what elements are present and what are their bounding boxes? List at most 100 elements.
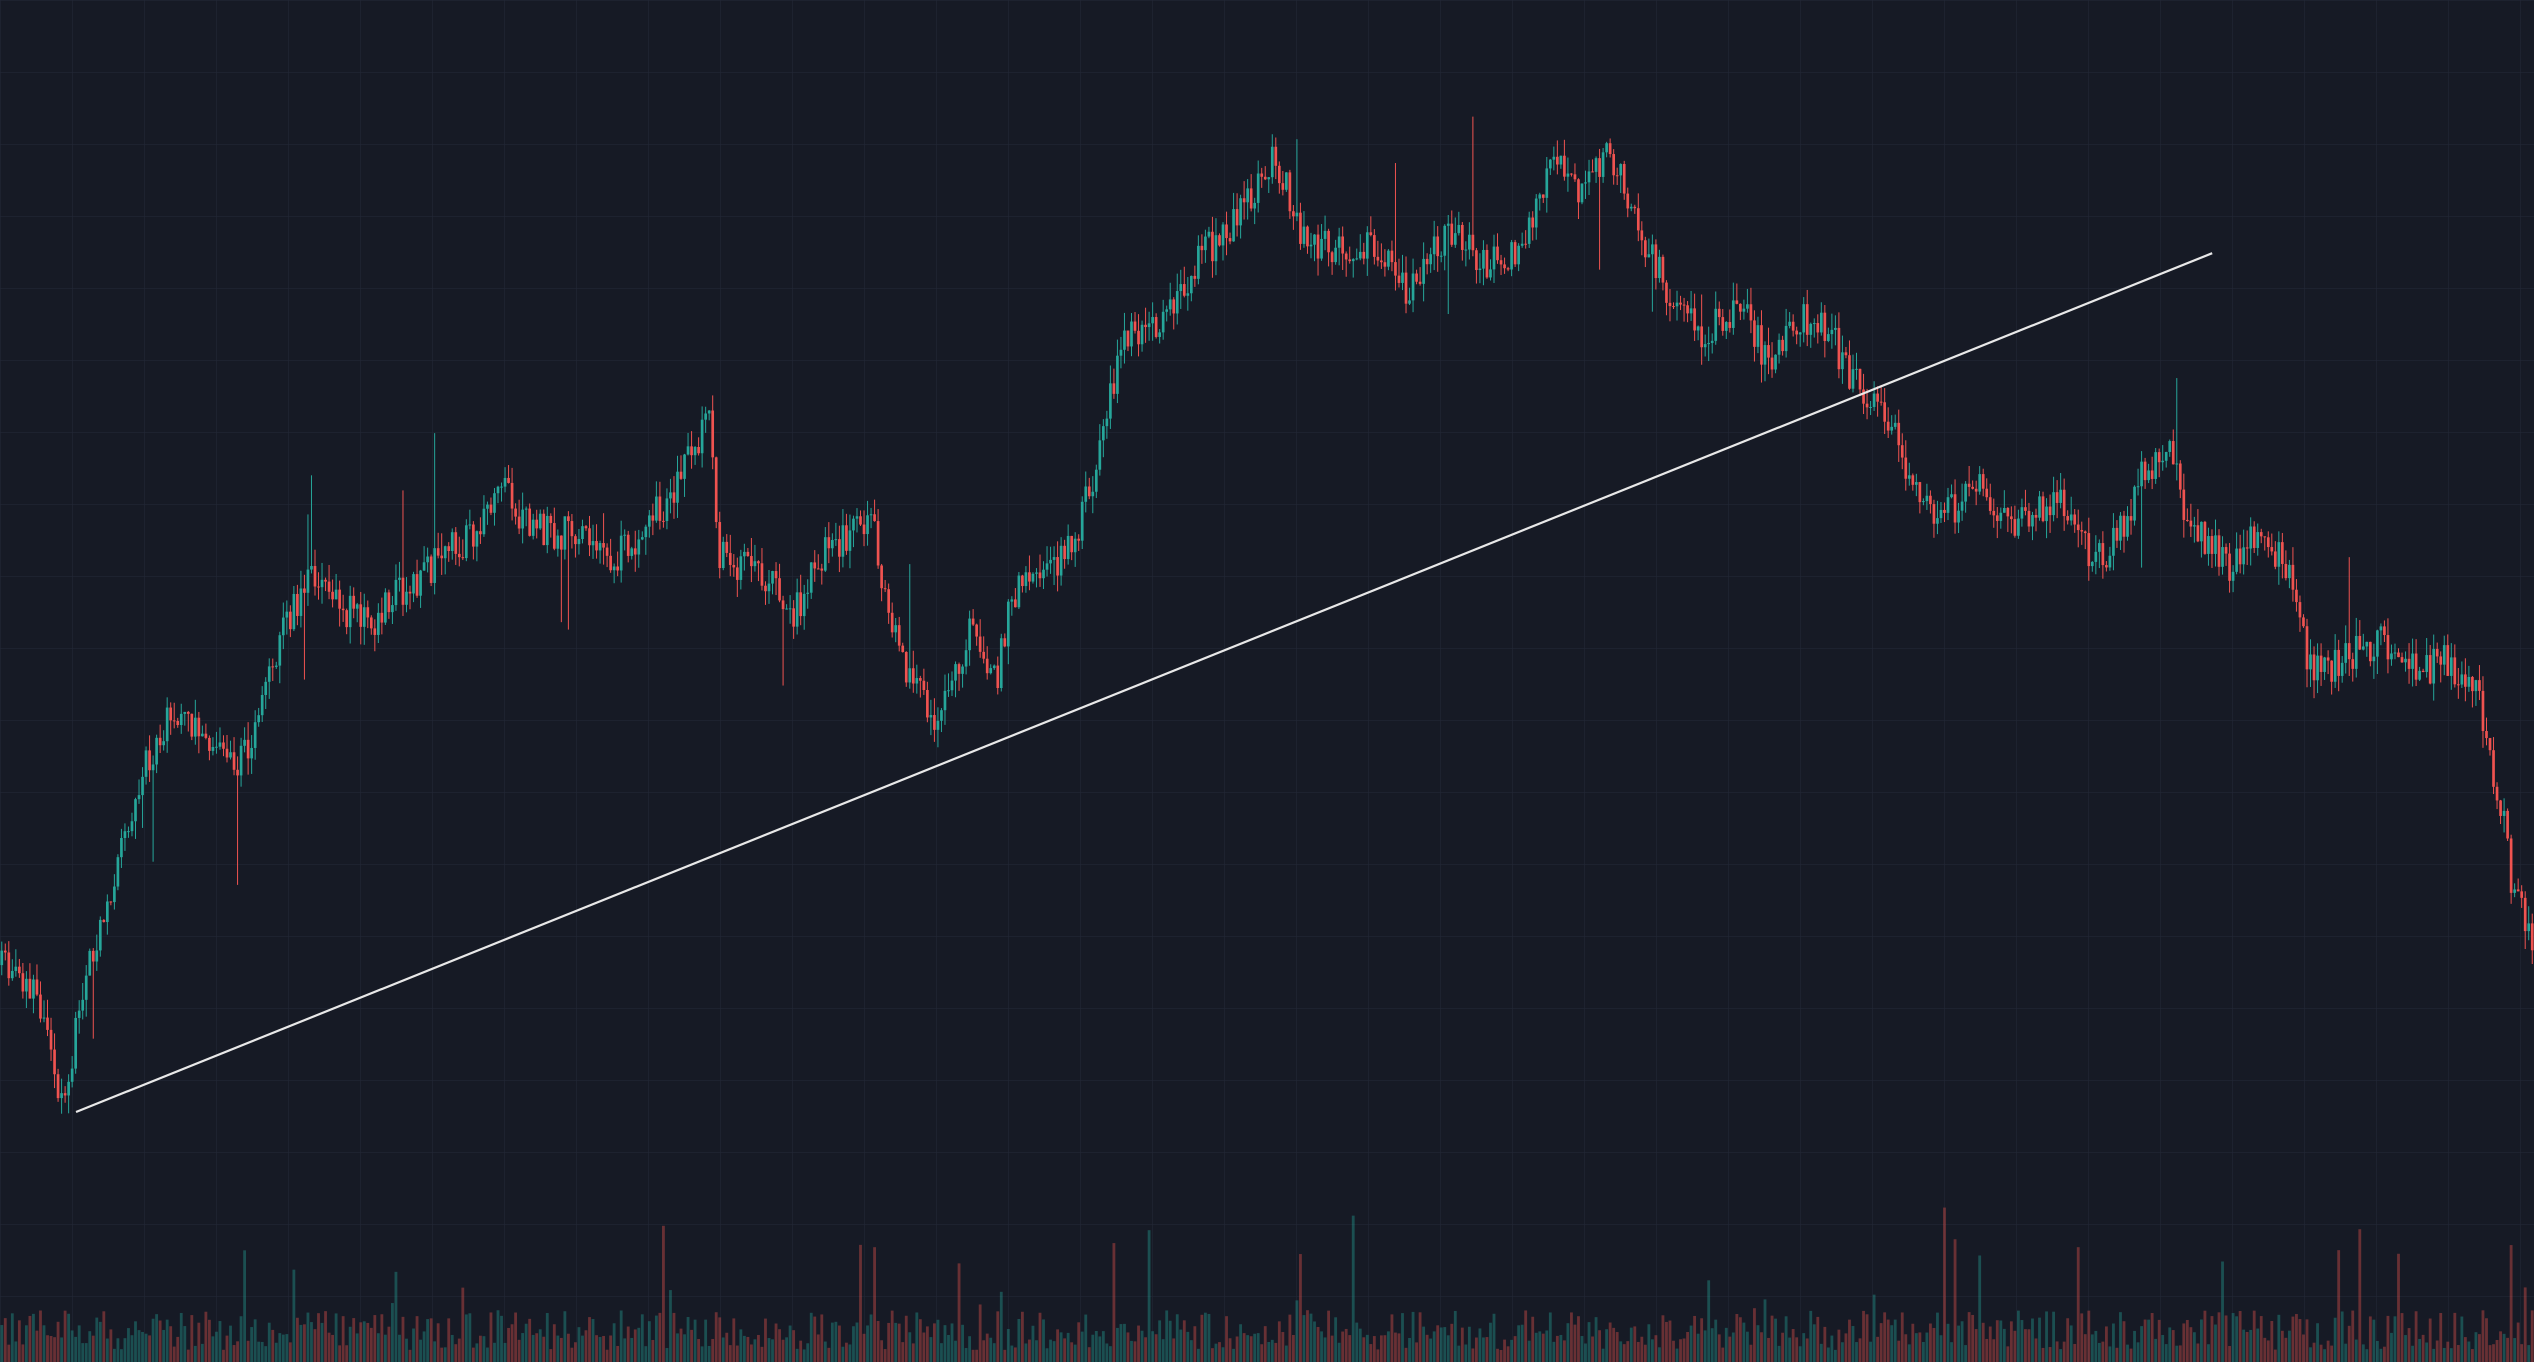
volume-bar xyxy=(2140,1326,2143,1362)
candle-body xyxy=(1126,330,1130,347)
volume-bar xyxy=(918,1319,922,1362)
volume-bar xyxy=(320,1322,324,1362)
candle-body xyxy=(707,410,711,414)
volume-bar xyxy=(433,1341,437,1362)
volume-bar xyxy=(2189,1327,2193,1362)
volume-bar xyxy=(2435,1340,2439,1362)
volume-bar xyxy=(1355,1322,1359,1362)
volume-bar xyxy=(514,1312,518,1362)
volume-bar xyxy=(799,1340,803,1362)
volume-bar xyxy=(2045,1311,2048,1362)
candle-body xyxy=(1390,250,1394,263)
candle-body xyxy=(1513,242,1517,265)
volume-bar xyxy=(2488,1345,2492,1362)
candle-body xyxy=(2298,602,2302,618)
candle-body xyxy=(2478,680,2481,691)
volume-bar xyxy=(1918,1332,1922,1362)
volume-bar xyxy=(486,1347,489,1362)
candle-body xyxy=(2400,657,2404,663)
candle-body xyxy=(1102,426,1105,441)
trendline-layer[interactable] xyxy=(75,252,2213,1114)
volume-bar xyxy=(566,1333,570,1362)
volume-bar xyxy=(1175,1314,1179,1362)
candle-body xyxy=(933,715,936,730)
volume-bar xyxy=(866,1325,869,1362)
volume-bar xyxy=(841,1346,845,1362)
candle-body xyxy=(679,471,683,479)
volume-bar xyxy=(334,1313,338,1362)
candle-body xyxy=(1872,393,1876,407)
volume-bar xyxy=(1513,1336,1517,1362)
volume-bar xyxy=(2361,1344,2365,1362)
candle-body xyxy=(1285,172,1288,190)
candle-body xyxy=(503,477,507,487)
candle-body xyxy=(2161,460,2165,463)
volume-bar xyxy=(626,1326,630,1362)
volume-bar xyxy=(162,1329,166,1362)
volume-bar xyxy=(2404,1335,2407,1362)
volume-bar xyxy=(2094,1330,2098,1362)
volume-bar xyxy=(535,1333,539,1362)
volume-bar xyxy=(1640,1336,1644,1362)
candle-body xyxy=(426,556,429,563)
candle-body xyxy=(1006,601,1010,647)
candle-body xyxy=(49,1029,53,1050)
candle-body xyxy=(1647,254,1651,258)
candle-body xyxy=(443,546,447,559)
candle-body xyxy=(2221,547,2224,567)
candle-body xyxy=(2393,652,2397,654)
candle-body xyxy=(1228,238,1232,242)
candle-body xyxy=(2090,561,2094,567)
candle-body xyxy=(1827,334,1830,341)
candle-body xyxy=(373,628,377,635)
volume-bar xyxy=(2171,1330,2175,1362)
candle-body xyxy=(855,516,859,519)
volume-bar xyxy=(158,1320,162,1362)
candle-body xyxy=(1865,403,1869,408)
volume-bar xyxy=(1123,1323,1126,1362)
candle-body xyxy=(1943,509,1946,513)
volume-bar xyxy=(2027,1329,2031,1362)
volume-bar xyxy=(2185,1319,2189,1362)
candle-body xyxy=(1327,230,1330,253)
volume-bar xyxy=(2270,1320,2274,1362)
volume-bar xyxy=(1812,1324,1816,1362)
trendline[interactable] xyxy=(75,252,2213,1114)
candle-body xyxy=(2527,923,2531,932)
volume-bar xyxy=(1372,1336,1376,1362)
candle-body xyxy=(1024,572,1028,587)
candle-body xyxy=(447,546,451,552)
candle-body xyxy=(2252,526,2256,548)
candle-body xyxy=(1091,491,1095,497)
volume-bar xyxy=(1013,1347,1017,1362)
candle-body xyxy=(489,504,493,513)
volume-bar xyxy=(820,1314,824,1362)
volume-bar xyxy=(507,1327,510,1362)
volume-bar xyxy=(2002,1328,2006,1362)
candle-body xyxy=(535,519,539,529)
candle-body xyxy=(1439,255,1443,257)
volume-bar xyxy=(1492,1313,1496,1362)
volume-bar xyxy=(1066,1332,1070,1362)
volume-bar xyxy=(693,1319,697,1362)
volume-bar xyxy=(1323,1337,1327,1362)
candle-body xyxy=(179,713,183,726)
volume-bar xyxy=(267,1322,271,1362)
candle-body xyxy=(1193,275,1197,279)
candle-body xyxy=(2369,641,2372,662)
volume-bar xyxy=(327,1332,331,1362)
volume-bar xyxy=(1988,1326,1992,1362)
candle-body xyxy=(2390,653,2393,660)
candle-body xyxy=(2495,786,2499,801)
candle-body xyxy=(95,950,99,962)
candle-body xyxy=(728,552,732,565)
volume-bar xyxy=(1605,1329,1609,1362)
volume-bar xyxy=(169,1326,173,1362)
volume-bar xyxy=(1770,1315,1774,1362)
candle-body xyxy=(2425,655,2428,672)
candle-body xyxy=(1679,302,1682,305)
candle-body xyxy=(190,713,194,737)
candle-body xyxy=(2365,641,2369,647)
volume-bar xyxy=(373,1315,377,1362)
volume-bar xyxy=(222,1349,225,1362)
